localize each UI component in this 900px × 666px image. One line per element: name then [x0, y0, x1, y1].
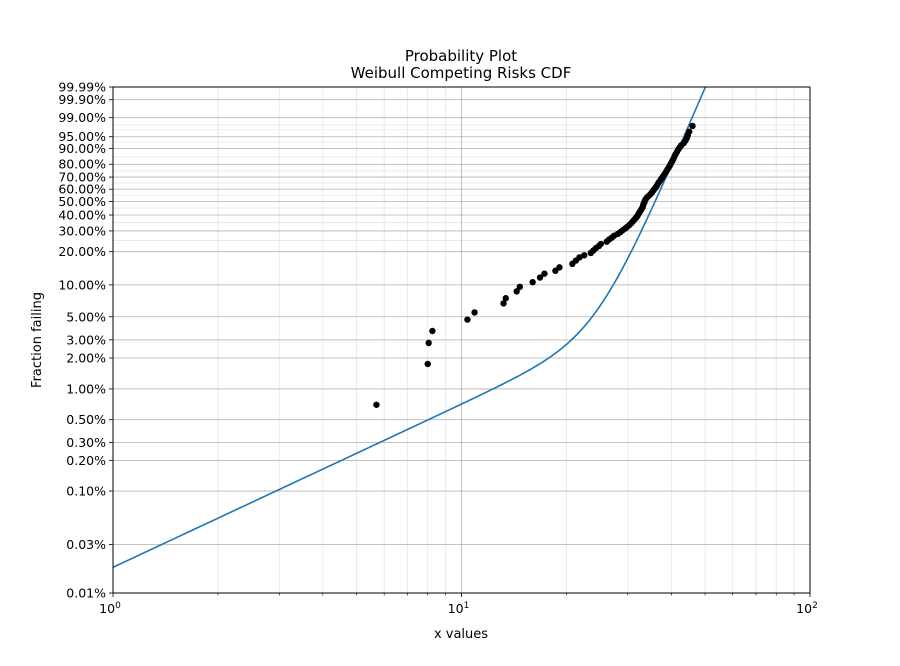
y-tick-label: 10.00%: [58, 277, 106, 292]
data-point: [500, 300, 507, 307]
data-point: [424, 360, 431, 368]
data-point: [581, 252, 588, 259]
y-tick-label: 80.00%: [58, 157, 106, 172]
y-tick-label: 0.01%: [66, 586, 106, 601]
y-tick-label: 99.90%: [58, 92, 106, 107]
y-tick-label: 2.00%: [66, 351, 106, 366]
data-point: [529, 278, 536, 286]
data-points: [373, 122, 696, 408]
fitted-cdf-curve: [113, 87, 707, 569]
data-point: [502, 295, 509, 302]
y-axis-label: Fraction failing: [30, 292, 45, 388]
y-tick-label: 40.00%: [58, 208, 106, 223]
chart-title: Probability Plot: [405, 47, 517, 65]
y-tick-label: 60.00%: [58, 182, 106, 197]
y-tick-label: 99.00%: [58, 110, 106, 125]
data-point: [536, 274, 544, 281]
y-tick-label: 90.00%: [58, 141, 106, 156]
data-point: [556, 264, 563, 271]
y-tick-label: 3.00%: [66, 332, 106, 347]
data-point: [373, 401, 380, 408]
y-tick-label: 0.50%: [66, 412, 106, 427]
grid-lines: [112, 86, 811, 594]
y-tick-label: 0.10%: [66, 484, 106, 499]
data-point: [516, 283, 524, 291]
y-tick-label: 50.00%: [58, 194, 106, 209]
x-axis-label: x values: [434, 627, 488, 642]
y-tick-label: 70.00%: [58, 170, 106, 185]
y-tick-label: 0.03%: [66, 537, 106, 552]
data-point: [464, 316, 471, 323]
data-point: [685, 128, 693, 135]
data-point: [425, 339, 432, 347]
data-point: [689, 122, 696, 130]
x-tick-label: 102: [796, 601, 818, 616]
y-tick-label: 0.30%: [66, 435, 106, 450]
y-axis-ticks: 0.01% 0.03% 0.10% 0.20% 0.30% 0.50% 1.00% 2.00%…: [58, 80, 113, 601]
fitted-cdf-line: [113, 87, 707, 569]
data-point: [429, 327, 436, 335]
x-tick-label: 101: [448, 601, 470, 616]
data-point: [541, 270, 548, 277]
chart-subtitle: Weibull Competing Risks CDF: [351, 64, 572, 82]
x-axis-ticks: 100 101 102: [99, 593, 818, 616]
y-tick-label: 30.00%: [58, 223, 106, 238]
y-tick-label: 5.00%: [66, 309, 106, 324]
y-tick-label: 0.20%: [66, 453, 106, 468]
y-tick-label: 1.00%: [66, 381, 106, 396]
x-tick-label: 100: [99, 601, 121, 616]
data-point: [576, 254, 583, 261]
y-tick-label: 20.00%: [58, 244, 106, 259]
y-tick-label: 99.99%: [58, 80, 106, 95]
y-tick-label: 95.00%: [58, 129, 106, 144]
data-point: [597, 240, 604, 248]
data-point: [513, 288, 520, 295]
data-point: [471, 309, 478, 316]
